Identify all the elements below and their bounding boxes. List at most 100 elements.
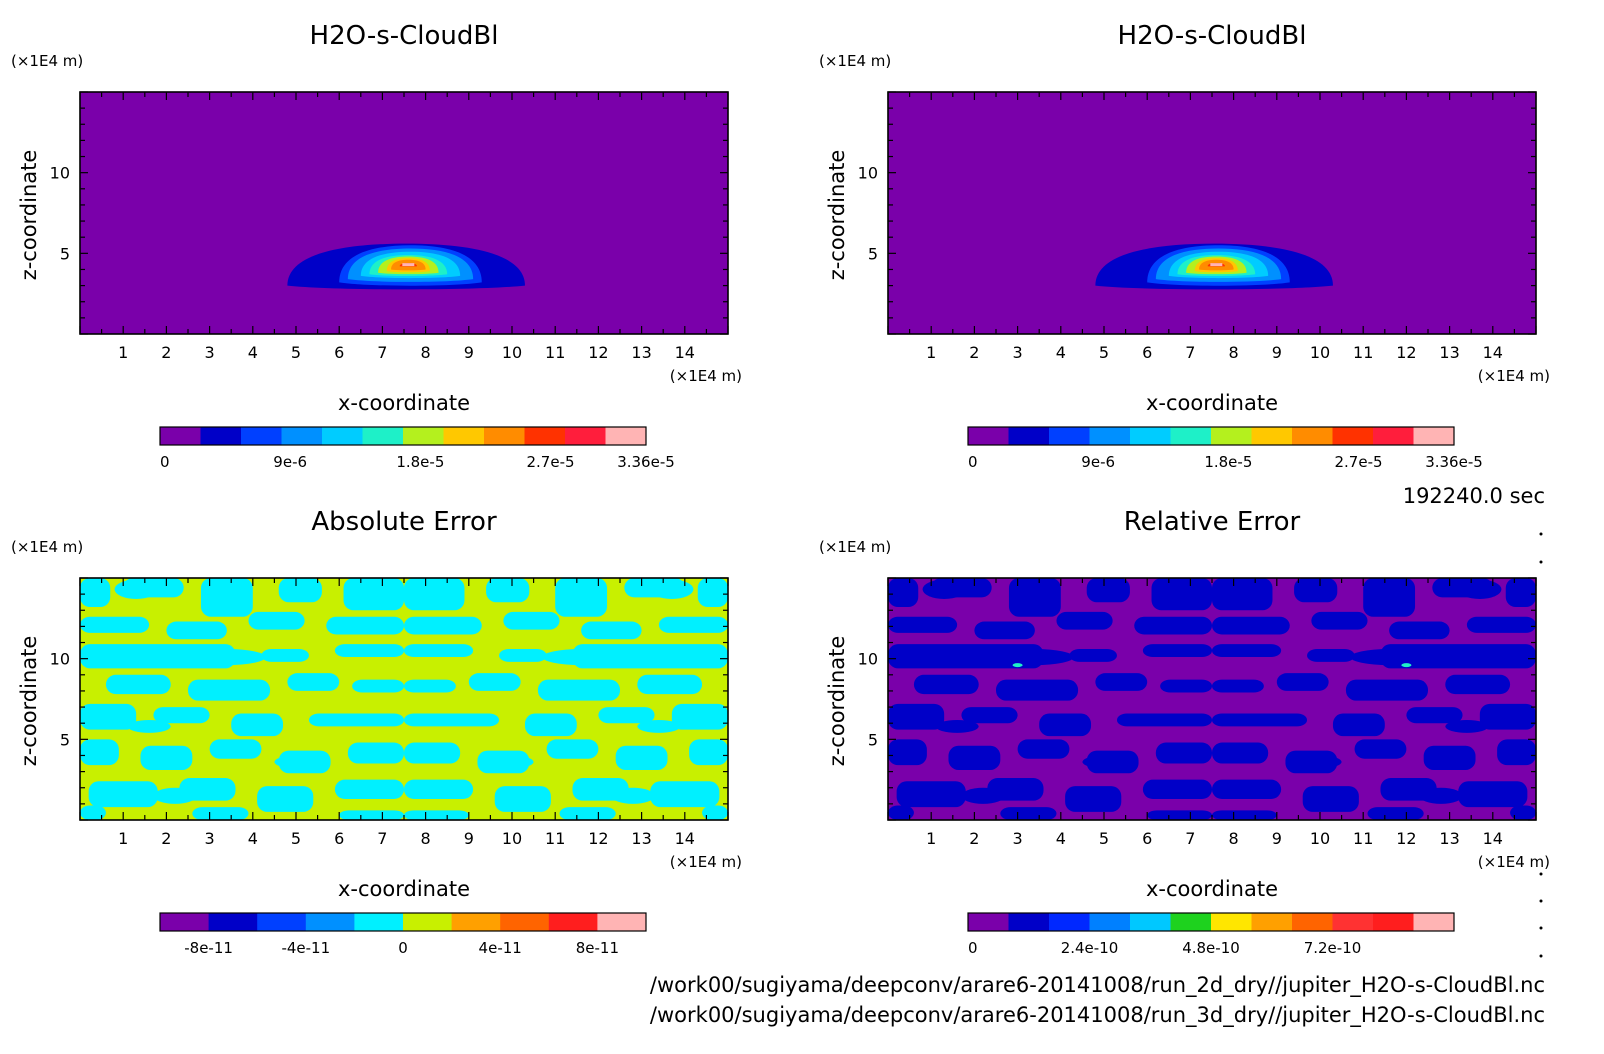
error-patch-2-9-mirror — [572, 644, 728, 669]
error-patch-3-17-mirror — [1406, 707, 1463, 724]
colorbar-swatch-1 — [1008, 913, 1050, 931]
x-tick-label: 5 — [291, 829, 301, 848]
error-patch-3-19 — [1116, 713, 1212, 727]
error-patch-2-2-mirror — [555, 578, 608, 617]
panel-title: H2O-s-CloudBl — [1118, 21, 1307, 51]
colorbar-tick-label: 9e-6 — [1081, 453, 1115, 471]
error-blob-3-5 — [961, 787, 1005, 804]
colorbar: 0 9e-6 1.8e-5 2.7e-5 3.36e-5 — [159, 426, 675, 471]
colorbar-tick-label: 0 — [160, 453, 170, 471]
error-patch-3-3-mirror — [1294, 578, 1338, 603]
error-patch-3-13-mirror — [1345, 679, 1428, 701]
error-patch-2-27-mirror — [494, 786, 551, 812]
colorbar-tick-label: 1.8e-5 — [396, 453, 444, 471]
relative-error-spot-left — [1012, 663, 1023, 668]
x-tick-label: 14 — [1483, 343, 1503, 362]
error-patch-3-28-mirror — [1212, 779, 1282, 800]
error-patch-2-24-mirror — [404, 742, 461, 764]
x-tick-label: 11 — [545, 829, 565, 848]
error-patch-3-27 — [1065, 786, 1122, 812]
y-axis-label: z-coordinate — [17, 150, 41, 281]
error-patch-2-22 — [209, 739, 262, 759]
error-patch-2-17-mirror — [598, 707, 655, 724]
colorbar-tick-label: 2.4e-10 — [1061, 939, 1119, 957]
x-axis-label: x-coordinate — [338, 877, 470, 901]
error-blob-3-4-mirror — [1298, 755, 1342, 769]
x-tick-label: 5 — [1099, 829, 1109, 848]
error-patch-2-19 — [308, 713, 404, 727]
error-patch-3-29 — [888, 805, 914, 820]
error-patch-3-28 — [1142, 779, 1212, 800]
error-patch-2-25-mirror — [650, 781, 720, 808]
y-unit-label: (×1E4 m) — [11, 538, 83, 556]
error-blob-2-1 — [188, 648, 266, 666]
x-tick-label: 14 — [675, 829, 695, 848]
panel-p3: Absolute Error(×1E4 m)1 2 3 4 5 6 7 8 9 10 11 12 13 1… — [11, 507, 742, 957]
colorbar-frame — [159, 426, 647, 446]
error-blob-2-5 — [153, 787, 197, 804]
error-blob-3-0-mirror — [1458, 579, 1502, 599]
error-blob-2-4-mirror — [490, 755, 534, 769]
colorbar-swatch-0 — [160, 427, 201, 445]
colorbar-swatch-6 — [1211, 427, 1252, 445]
error-patch-2-21 — [140, 745, 193, 770]
colorbar: 0 2.4e-10 4.8e-10 7.2e-10 — [967, 912, 1455, 957]
error-blob-2-2 — [347, 621, 400, 635]
panel-title: Absolute Error — [311, 507, 497, 537]
x-tick-label: 10 — [1310, 829, 1330, 848]
colorbar-swatch-8 — [484, 427, 525, 445]
footer-file-path-2: /work00/sugiyama/deepconv/arare6-2014100… — [650, 1003, 1545, 1028]
error-patch-2-31 — [339, 810, 404, 820]
colorbar-tick-label: 3.36e-5 — [1425, 453, 1483, 471]
error-patch-3-29-mirror — [1510, 805, 1536, 820]
error-patch-3-16 — [888, 703, 945, 730]
x-tick-label: 3 — [1013, 343, 1023, 362]
error-patch-2-30 — [192, 807, 249, 820]
error-patch-2-14 — [287, 673, 340, 691]
error-patch-2-14-mirror — [468, 673, 521, 691]
colorbar-tick-label: 3.36e-5 — [617, 453, 675, 471]
error-patch-3-0 — [888, 578, 919, 608]
error-patch-2-30-mirror — [559, 807, 616, 820]
plot-background — [80, 92, 728, 334]
colorbar: 0 9e-6 1.8e-5 2.7e-5 3.36e-5 — [967, 426, 1483, 471]
x-tick-label: 13 — [1439, 343, 1459, 362]
y-unit-label: (×1E4 m) — [819, 52, 891, 70]
error-patch-3-25 — [896, 781, 966, 808]
colorbar-swatch-2 — [257, 913, 307, 931]
error-patch-3-21 — [948, 745, 1001, 770]
y-unit-label: (×1E4 m) — [819, 538, 891, 556]
error-blob-2-3-mirror — [637, 719, 681, 733]
error-patch-2-22-mirror — [546, 739, 599, 759]
x-tick-label: 10 — [502, 829, 522, 848]
x-tick-label: 1 — [926, 829, 936, 848]
colorbar-swatch-7 — [1251, 427, 1293, 445]
x-tick-label: 10 — [502, 343, 522, 362]
x-tick-label: 13 — [1439, 829, 1459, 848]
error-patch-3-22-mirror — [1354, 739, 1407, 759]
error-patch-3-2-mirror — [1363, 578, 1416, 617]
error-patch-2-20 — [80, 739, 119, 766]
error-patch-2-3-mirror — [486, 578, 530, 603]
error-patch-2-28 — [334, 779, 404, 800]
cloud-core — [1210, 263, 1223, 267]
colorbar-swatch-3 — [281, 427, 323, 445]
error-patch-3-7-mirror — [1311, 611, 1368, 630]
y-tick-label: 5 — [60, 244, 70, 263]
error-patch-3-20 — [888, 739, 927, 766]
colorbar-swatch-4 — [322, 427, 363, 445]
error-patch-3-18-mirror — [1332, 713, 1385, 737]
panel-p1: H2O-s-CloudBl(×1E4 m)1 2 3 4 5 6 7 8 9 10 11 12 13 14… — [11, 21, 742, 471]
colorbar-frame — [967, 426, 1455, 446]
error-blob-3-5-mirror — [1419, 787, 1463, 804]
colorbar-tick-label: 0 — [968, 453, 978, 471]
y-tick-label: 5 — [868, 244, 878, 263]
error-patch-2-15 — [352, 679, 404, 693]
colorbar-swatch-10 — [565, 427, 606, 445]
time-label: 192240.0 sec — [1403, 484, 1545, 508]
error-blob-2-4 — [274, 755, 318, 769]
error-patch-2-5-mirror — [658, 616, 728, 633]
colorbar-swatch-1 — [1008, 427, 1050, 445]
x-tick-label: 2 — [969, 829, 979, 848]
error-patch-2-0 — [80, 578, 111, 608]
